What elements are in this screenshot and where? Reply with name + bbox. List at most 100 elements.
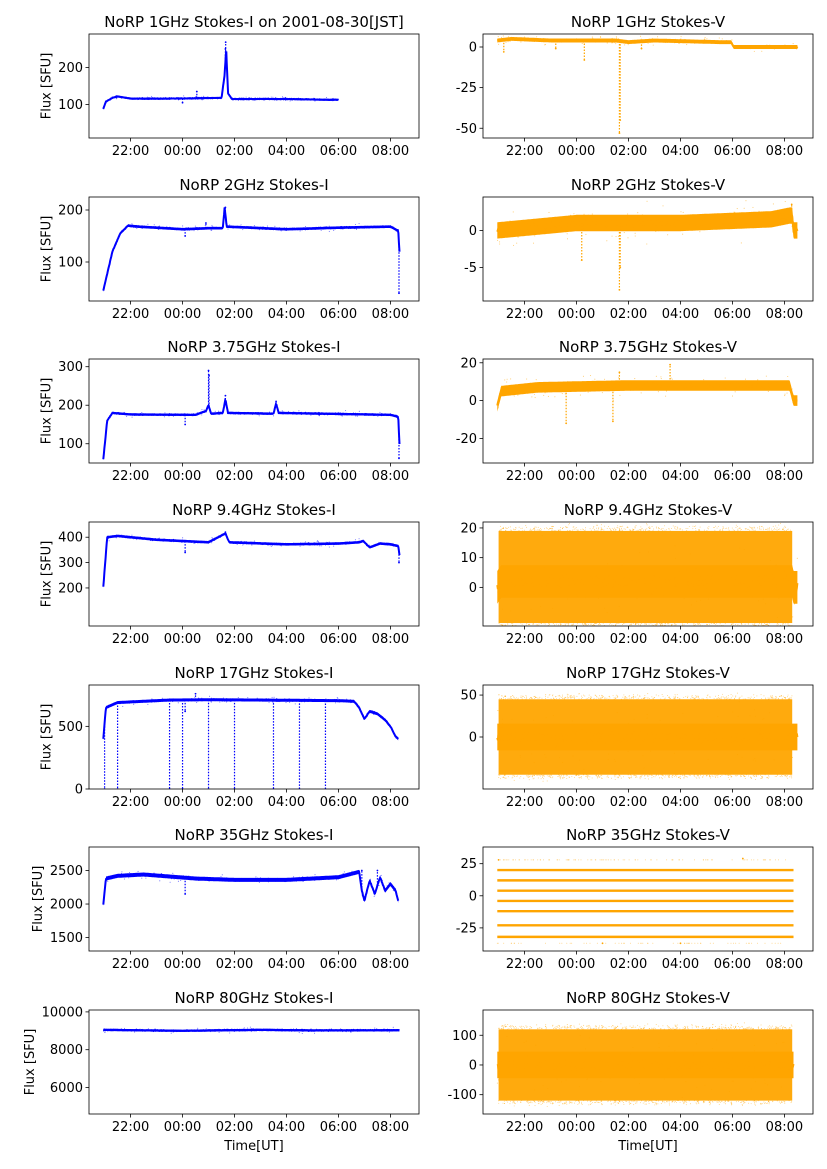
data-point bbox=[187, 700, 189, 702]
data-point bbox=[633, 1104, 635, 1106]
data-point bbox=[745, 774, 747, 776]
data-point bbox=[693, 1100, 695, 1102]
data-point bbox=[715, 525, 717, 527]
data-point bbox=[643, 775, 645, 777]
data-point bbox=[697, 1100, 699, 1102]
data-point bbox=[315, 226, 317, 228]
data-point bbox=[631, 624, 633, 626]
data-point bbox=[699, 529, 700, 530]
data-point bbox=[197, 542, 199, 544]
data-point bbox=[253, 879, 255, 881]
data-point bbox=[644, 1025, 646, 1027]
data-point bbox=[655, 375, 657, 377]
data-point bbox=[646, 523, 647, 525]
data-point bbox=[325, 97, 328, 99]
data-point bbox=[704, 1101, 706, 1103]
data-point bbox=[602, 39, 605, 42]
data-point bbox=[696, 600, 698, 602]
data-point bbox=[750, 1103, 752, 1105]
data-point bbox=[517, 1028, 519, 1030]
data-point bbox=[752, 1100, 754, 1102]
data-point bbox=[221, 700, 223, 702]
data-point bbox=[287, 879, 289, 881]
data-point bbox=[615, 43, 617, 45]
data-point bbox=[695, 624, 697, 626]
data-point bbox=[579, 1076, 581, 1078]
data-point bbox=[527, 1101, 529, 1103]
data-point bbox=[649, 528, 651, 530]
data-point bbox=[691, 1027, 693, 1029]
data-point bbox=[504, 695, 506, 697]
data-point bbox=[669, 696, 670, 698]
data-point bbox=[536, 624, 538, 626]
data-point bbox=[595, 698, 597, 700]
data-point bbox=[667, 41, 669, 43]
data-point bbox=[533, 762, 535, 764]
data-point bbox=[601, 529, 603, 531]
data-point bbox=[161, 414, 164, 416]
data-point bbox=[682, 233, 684, 235]
data-point bbox=[535, 379, 537, 381]
data-point bbox=[594, 623, 596, 625]
data-point bbox=[229, 700, 231, 702]
data-point bbox=[770, 695, 772, 697]
data-point bbox=[269, 545, 271, 547]
data-point bbox=[316, 540, 318, 542]
data-point bbox=[530, 1101, 532, 1103]
data-point bbox=[218, 1028, 220, 1030]
data-series bbox=[496, 211, 799, 235]
data-point bbox=[351, 701, 353, 703]
data-point bbox=[771, 697, 773, 699]
data-point bbox=[546, 1102, 548, 1104]
data-point bbox=[695, 525, 697, 527]
data-point bbox=[244, 700, 246, 702]
data-point bbox=[768, 1027, 770, 1029]
data-point bbox=[626, 697, 628, 698]
data-p3v bbox=[496, 363, 798, 425]
data-point bbox=[281, 1030, 283, 1032]
data-point bbox=[682, 774, 684, 776]
data-point bbox=[152, 98, 154, 100]
data-point bbox=[767, 1026, 769, 1028]
data-point bbox=[668, 579, 671, 581]
data-point bbox=[168, 227, 170, 229]
data-point bbox=[372, 412, 374, 415]
data-point bbox=[640, 775, 642, 777]
data-point bbox=[621, 529, 623, 531]
data-point bbox=[772, 695, 774, 697]
data-point bbox=[680, 1075, 683, 1077]
panel-p7i: 22:00 00:00 02:00 04:00 06:00 08:006000800010… bbox=[23, 989, 420, 1154]
data-point bbox=[752, 759, 754, 761]
data-point bbox=[246, 1029, 248, 1031]
data-point bbox=[636, 580, 638, 582]
data-point bbox=[647, 1023, 649, 1025]
data-point bbox=[607, 563, 609, 565]
data-point bbox=[758, 624, 760, 626]
data-point bbox=[258, 699, 260, 701]
data-point bbox=[209, 539, 211, 541]
data-point bbox=[509, 1061, 511, 1063]
data-point bbox=[541, 592, 543, 594]
data-point bbox=[294, 703, 296, 705]
data-point bbox=[738, 383, 740, 385]
data-point bbox=[154, 538, 157, 540]
data-point bbox=[277, 700, 279, 702]
data-point bbox=[552, 607, 554, 609]
data-point bbox=[515, 527, 517, 528]
data-point bbox=[751, 383, 753, 385]
y-tick-label: 400 bbox=[58, 531, 83, 546]
data-point bbox=[682, 859, 684, 861]
data-point bbox=[769, 1061, 771, 1063]
data-point bbox=[561, 761, 564, 764]
data-point bbox=[612, 695, 614, 697]
data-point bbox=[571, 529, 573, 531]
data-point bbox=[645, 1103, 647, 1105]
data-point bbox=[586, 624, 588, 626]
data-point bbox=[507, 623, 509, 625]
data-point bbox=[640, 35, 642, 37]
data-point bbox=[524, 36, 526, 38]
data-point bbox=[666, 529, 667, 531]
data-point bbox=[330, 699, 333, 701]
data-point bbox=[539, 744, 541, 746]
data-point bbox=[704, 1084, 706, 1086]
